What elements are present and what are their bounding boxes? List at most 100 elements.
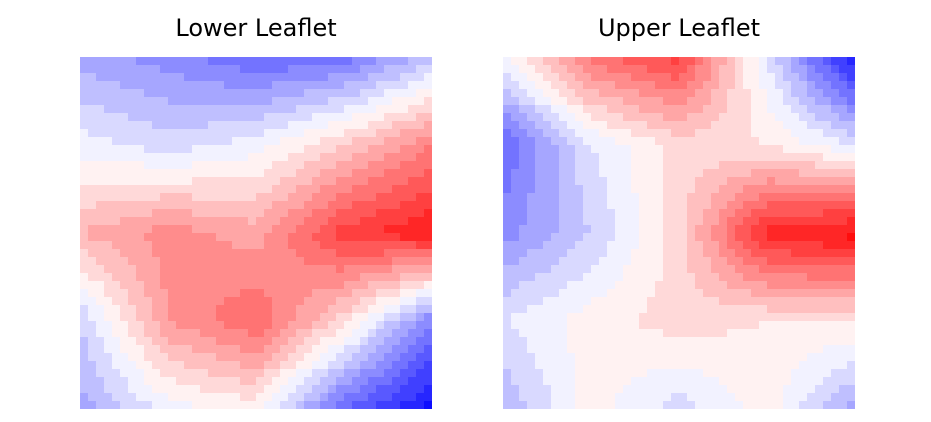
heatmap-cell xyxy=(695,313,704,322)
heatmap-cell xyxy=(791,401,800,409)
heatmap-cell xyxy=(519,361,528,370)
heatmap-cell xyxy=(831,289,840,298)
heatmap-cell xyxy=(256,73,265,82)
heatmap-cell xyxy=(751,305,760,314)
heatmap-cell xyxy=(264,225,273,234)
heatmap-cell xyxy=(224,81,233,90)
heatmap-cell xyxy=(719,121,728,130)
heatmap-cell xyxy=(184,225,193,234)
heatmap-cell xyxy=(336,73,345,82)
heatmap-cell xyxy=(192,177,201,186)
heatmap-cell xyxy=(815,313,824,322)
heatmap-cell xyxy=(535,137,544,146)
heatmap-cell xyxy=(256,225,265,234)
heatmap-cell xyxy=(647,393,656,402)
heatmap-cell xyxy=(735,361,744,370)
heatmap-cell xyxy=(735,65,744,74)
heatmap-cell xyxy=(815,105,824,114)
heatmap-cell xyxy=(807,209,816,218)
heatmap-cell xyxy=(248,361,257,370)
heatmap-cell xyxy=(184,281,193,290)
heatmap-cell xyxy=(264,273,273,282)
heatmap-cell xyxy=(368,209,377,218)
heatmap-cell xyxy=(408,233,417,242)
heatmap-cell xyxy=(376,297,385,306)
heatmap-cell xyxy=(176,297,185,306)
heatmap-cell xyxy=(767,241,776,250)
heatmap-cell xyxy=(400,361,409,370)
heatmap-cell xyxy=(703,329,712,338)
heatmap-cell xyxy=(503,89,512,98)
heatmap-cell xyxy=(160,281,169,290)
heatmap-cell xyxy=(96,321,105,330)
heatmap-cell xyxy=(511,329,520,338)
heatmap-cell xyxy=(703,185,712,194)
heatmap-cell xyxy=(663,385,672,394)
heatmap-cell xyxy=(719,81,728,90)
heatmap-cell xyxy=(312,65,321,74)
heatmap-cell xyxy=(192,241,201,250)
heatmap-cell xyxy=(559,377,568,386)
heatmap-cell xyxy=(256,193,265,202)
heatmap-cell xyxy=(711,273,720,282)
heatmap-cell xyxy=(88,105,97,114)
heatmap-cell xyxy=(232,73,241,82)
heatmap-cell xyxy=(719,225,728,234)
heatmap-cell xyxy=(88,137,97,146)
heatmap-cell xyxy=(400,161,409,170)
heatmap-cell xyxy=(400,241,409,250)
heatmap-cell xyxy=(663,401,672,409)
heatmap-cell xyxy=(815,113,824,122)
heatmap-cell xyxy=(551,57,560,66)
heatmap-cell xyxy=(200,73,209,82)
heatmap-cell xyxy=(511,289,520,298)
heatmap-cell xyxy=(280,97,289,106)
heatmap-cell xyxy=(376,161,385,170)
heatmap-cell xyxy=(304,137,313,146)
heatmap-cell xyxy=(352,385,361,394)
heatmap-cell xyxy=(120,193,129,202)
heatmap-cell xyxy=(527,193,536,202)
heatmap-cell xyxy=(224,249,233,258)
heatmap-cell xyxy=(847,153,855,162)
heatmap-cell xyxy=(280,249,289,258)
heatmap-cell xyxy=(527,273,536,282)
heatmap-cell xyxy=(128,393,137,402)
heatmap-cell xyxy=(88,57,97,66)
heatmap-cell xyxy=(735,297,744,306)
heatmap-cell xyxy=(352,81,361,90)
heatmap-cell xyxy=(775,153,784,162)
heatmap-cell xyxy=(408,393,417,402)
heatmap-cell xyxy=(88,225,97,234)
heatmap-cell xyxy=(368,329,377,338)
heatmap-cell xyxy=(703,257,712,266)
heatmap-cell xyxy=(847,281,855,290)
heatmap-cell xyxy=(304,281,313,290)
heatmap-cell xyxy=(671,129,680,138)
heatmap-cell xyxy=(224,377,233,386)
heatmap-cell xyxy=(200,249,209,258)
heatmap-cell xyxy=(384,249,393,258)
heatmap-cell xyxy=(184,401,193,409)
heatmap-cell xyxy=(791,249,800,258)
heatmap-cell xyxy=(360,185,369,194)
heatmap-cell xyxy=(831,393,840,402)
heatmap-cell xyxy=(160,289,169,298)
heatmap-cell xyxy=(144,193,153,202)
heatmap-cell xyxy=(559,169,568,178)
heatmap-cell xyxy=(184,153,193,162)
heatmap-cell xyxy=(408,201,417,210)
heatmap-cell xyxy=(240,329,249,338)
heatmap-cell xyxy=(639,73,648,82)
heatmap-cell xyxy=(296,345,305,354)
heatmap-cell xyxy=(88,169,97,178)
heatmap-cell xyxy=(192,345,201,354)
heatmap-cell xyxy=(743,345,752,354)
heatmap-cell xyxy=(112,217,121,226)
heatmap-cell xyxy=(336,201,345,210)
heatmap-cell xyxy=(160,297,169,306)
heatmap-cell xyxy=(823,329,832,338)
heatmap-cell xyxy=(711,313,720,322)
heatmap-cell xyxy=(679,393,688,402)
heatmap-cell xyxy=(511,233,520,242)
